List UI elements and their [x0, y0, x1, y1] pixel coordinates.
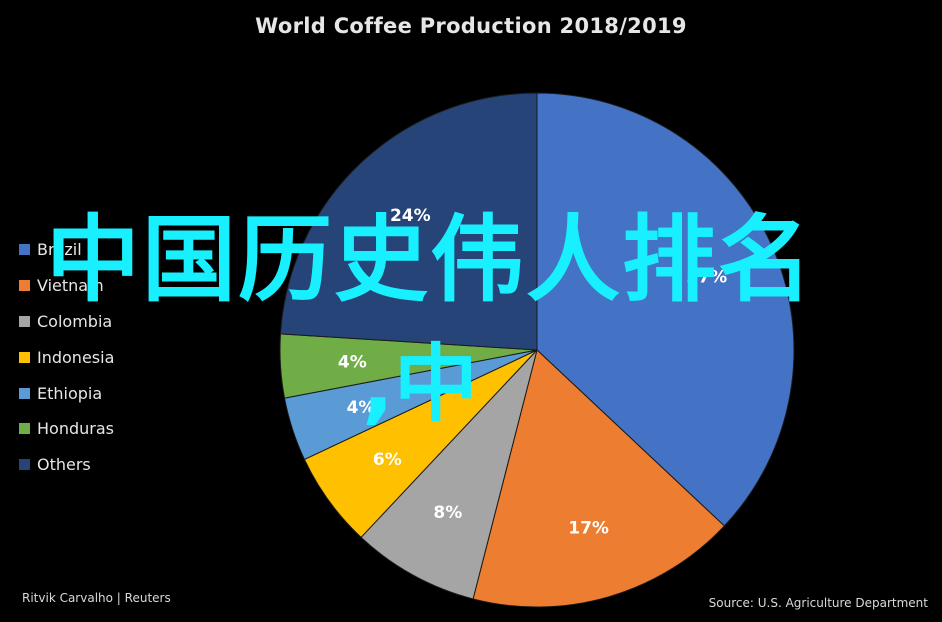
legend-item-honduras: Honduras — [19, 411, 114, 447]
chart-title: World Coffee Production 2018/2019 — [255, 14, 687, 38]
legend-label: Indonesia — [37, 347, 115, 367]
legend-label: Vietnam — [37, 276, 104, 296]
data-label-indonesia: 6% — [373, 450, 402, 470]
pie-slice-others — [279, 92, 538, 351]
data-label-vietnam: 17% — [568, 519, 609, 539]
pie-slice-colombia — [360, 349, 538, 600]
legend-item-ethiopia: Ethiopia — [19, 375, 114, 411]
legend-swatch — [19, 244, 30, 256]
data-label-brazil: 37% — [686, 268, 727, 288]
data-label-others: 24% — [390, 206, 431, 226]
legend-item-others: Others — [19, 447, 114, 483]
data-label-colombia: 8% — [433, 503, 462, 523]
legend-swatch — [19, 459, 30, 471]
legend-label: Colombia — [37, 311, 113, 331]
legend-label: Others — [37, 455, 91, 475]
legend-swatch — [19, 423, 30, 435]
pie-slice-vietnam — [472, 349, 726, 608]
legend-swatch — [19, 387, 30, 399]
legend-label: Ethiopia — [37, 383, 103, 403]
legend-swatch — [19, 351, 30, 363]
overlay-watermark-text: 中国历史伟人排名 — [46, 206, 815, 315]
legend-label: Brazil — [37, 240, 82, 260]
chart-legend: Brazil Vietnam Colombia Indonesia Ethiopia Ho… — [19, 232, 114, 483]
legend-swatch — [19, 280, 30, 292]
legend-item-brazil: Brazil — [19, 232, 114, 268]
legend-swatch — [19, 315, 30, 327]
data-label-honduras: 4% — [338, 353, 367, 373]
legend-item-vietnam: Vietnam — [19, 268, 114, 304]
credit-text: Ritvik Carvalho | Reuters — [22, 591, 171, 605]
overlay-watermark-subtext: ,中 — [362, 335, 478, 433]
data-label-ethiopia: 4% — [347, 398, 376, 418]
source-text: Source: U.S. Agriculture Department — [708, 596, 928, 610]
legend-item-colombia: Colombia — [19, 304, 114, 340]
legend-label: Honduras — [37, 419, 114, 439]
legend-item-indonesia: Indonesia — [19, 339, 114, 375]
pie-slice-brazil — [536, 92, 795, 527]
